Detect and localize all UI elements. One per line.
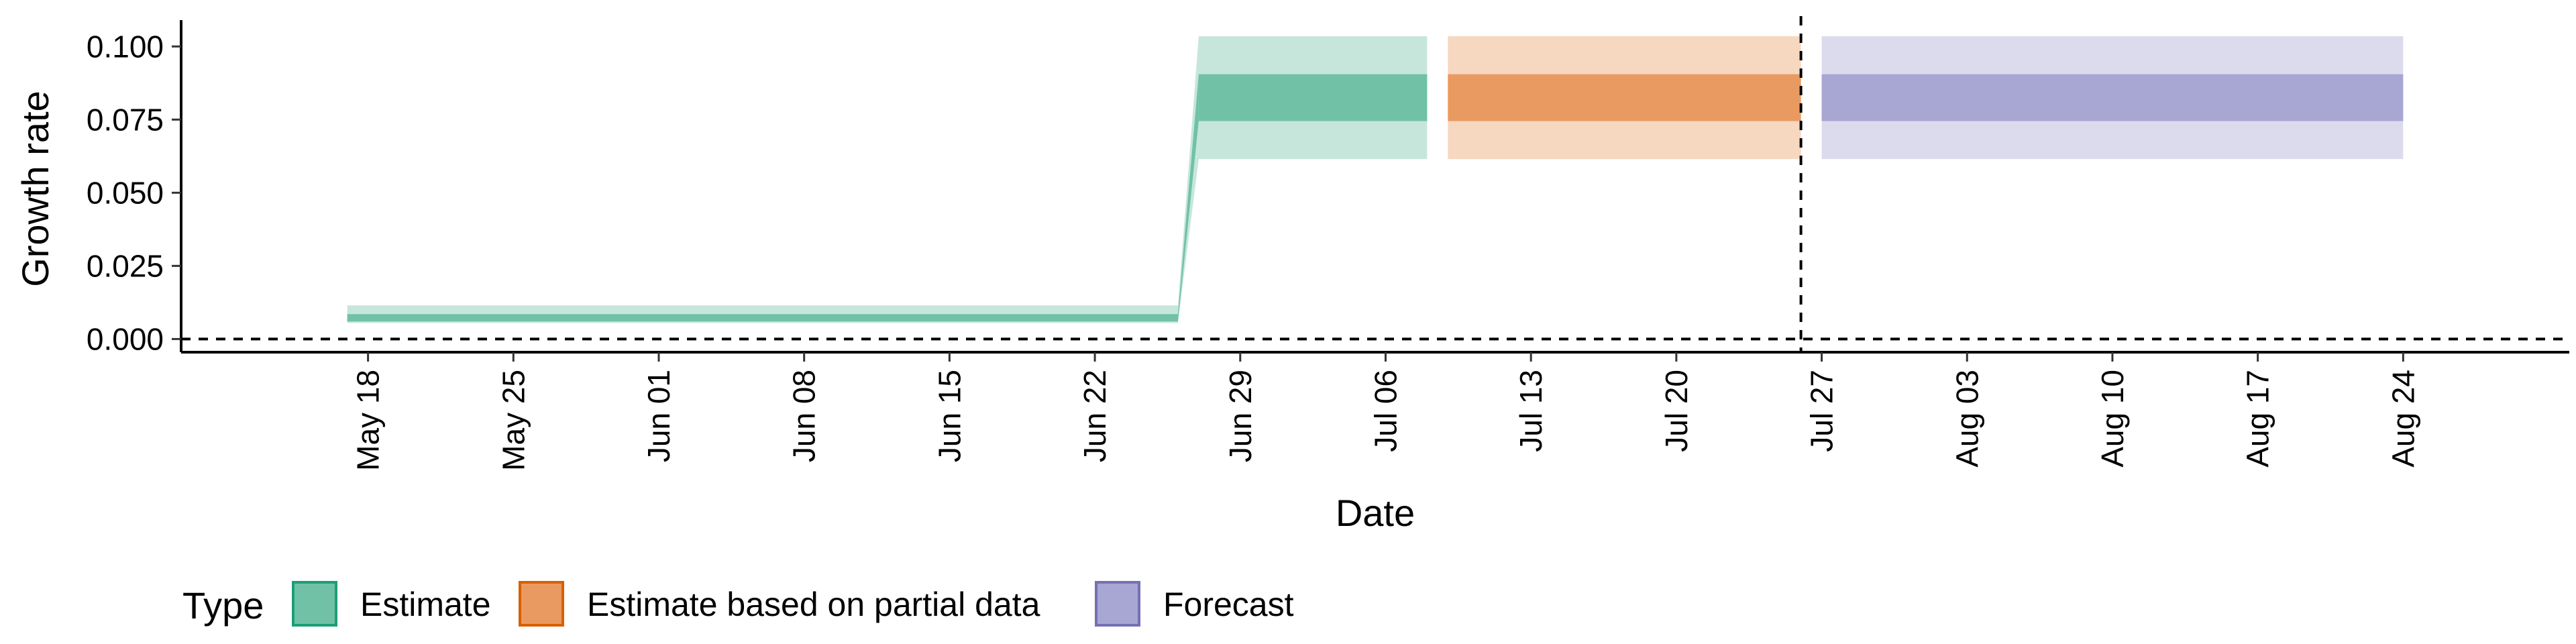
x-tick-label: Jun 15	[932, 370, 967, 462]
x-tick-label: Jun 22	[1077, 370, 1112, 462]
x-tick-label: May 18	[351, 370, 386, 471]
y-tick-label: 0.100	[87, 29, 164, 64]
legend-key-0	[292, 581, 337, 627]
band-50-series-1-segment-0	[1448, 74, 1801, 121]
x-tick-label: Aug 03	[1949, 370, 1984, 468]
x-tick-label: Aug 24	[2385, 370, 2420, 468]
ribbon-layer	[347, 36, 2404, 323]
y-tick-label: 0.075	[87, 102, 164, 137]
x-tick-label: Jun 29	[1223, 370, 1258, 462]
legend-title: Type	[182, 584, 264, 627]
axes: 0.000 0.025 0.050 0.075 0.100 May 18 May 25 Jun…	[87, 20, 2569, 471]
band-50-series-0-segment-1	[1177, 74, 1199, 322]
y-axis-title: Growth rate	[14, 91, 56, 287]
y-tick-label: 0.000	[87, 321, 164, 356]
y-tick-label: 0.025	[87, 248, 164, 283]
band-50-series-0-segment-2	[1198, 74, 1428, 121]
x-axis-title: Date	[1336, 492, 1415, 534]
x-tick-label: Jun 01	[641, 370, 676, 462]
reference-lines	[181, 16, 2569, 352]
x-tick-label: Aug 17	[2241, 370, 2275, 468]
x-tick-label: Jul 13	[1513, 370, 1548, 452]
legend: Type Estimate Estimate based on partial d…	[182, 581, 1294, 627]
legend-label-2: Forecast	[1163, 586, 1294, 623]
legend-label-1: Estimate based on partial data	[587, 586, 1040, 623]
legend-label-0: Estimate	[360, 586, 491, 623]
band-50-series-2-segment-0	[1821, 74, 2404, 121]
band-50-series-0-segment-0	[347, 314, 1178, 322]
x-tick-label: Jul 20	[1659, 370, 1694, 452]
x-tick-label: Jul 27	[1805, 370, 1839, 452]
x-tick-label: Jul 06	[1368, 370, 1403, 452]
legend-key-2	[1095, 581, 1140, 627]
x-tick-label: Aug 10	[2095, 370, 2130, 468]
band-90-series-0-segment-1	[1177, 36, 1199, 323]
legend-key-1	[519, 581, 564, 627]
x-tick-label: May 25	[496, 370, 531, 471]
x-tick-label: Jun 08	[787, 370, 822, 462]
y-tick-label: 0.050	[87, 175, 164, 210]
